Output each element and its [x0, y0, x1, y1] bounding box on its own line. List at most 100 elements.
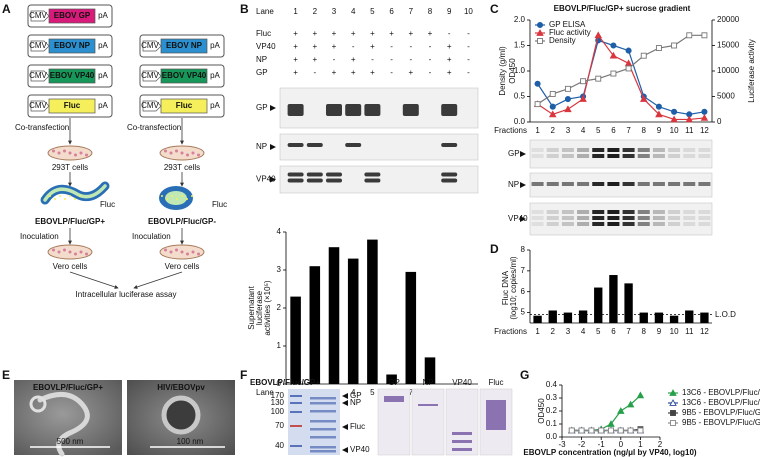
blot-band — [577, 148, 590, 152]
sign: + — [332, 68, 337, 77]
legend-label: Fluc activity — [549, 28, 591, 37]
blot-band — [546, 222, 559, 226]
blot-band — [577, 154, 590, 158]
cmv-promoter — [30, 100, 50, 112]
blot-band — [683, 154, 696, 158]
blot-band — [698, 222, 711, 226]
blot-band — [698, 148, 711, 152]
blot-band — [561, 216, 574, 220]
blot-band — [607, 210, 620, 214]
data-point — [617, 407, 625, 414]
blot — [529, 202, 713, 236]
data-point — [594, 31, 603, 39]
polya-label: pA — [98, 41, 108, 50]
blot-band — [561, 154, 574, 158]
bar — [405, 271, 417, 384]
fluc-dot — [171, 195, 173, 197]
promoter-label: CMV — [29, 41, 47, 50]
y-tick-label: 4 — [277, 227, 282, 236]
ladder-band — [290, 411, 302, 413]
lane-header: Lane — [256, 7, 274, 16]
data-point — [548, 110, 557, 118]
cell — [68, 250, 72, 254]
blot-band — [698, 154, 711, 158]
blot-band — [683, 182, 696, 186]
row-label: Fluc — [256, 29, 271, 38]
sign: - — [429, 68, 432, 77]
lod-label: L.O.D — [715, 310, 736, 319]
blot-band — [441, 172, 458, 177]
blot-label: VP40 — [256, 175, 276, 184]
data-point — [700, 113, 709, 121]
bar — [548, 310, 557, 323]
x-tick-label: 11 — [685, 126, 694, 135]
assay-label: Intracellular luciferase assay — [76, 290, 177, 299]
y-tick-label: 0.0 — [546, 432, 558, 441]
panel-label: A — [2, 2, 11, 16]
legend-marker — [669, 399, 677, 406]
blot-label: GP — [256, 103, 268, 112]
sign: + — [312, 42, 317, 51]
step-label: Inoculation — [20, 232, 59, 241]
blot-band — [577, 182, 590, 186]
marker-label: 40 — [275, 441, 284, 450]
legend-label: 13C6 - EBOVLP/Fluc/GP- — [682, 398, 760, 407]
promoter-label: CMV — [141, 101, 159, 110]
polya-label: pA — [210, 101, 220, 110]
data-point — [627, 427, 634, 434]
sign: - — [390, 68, 393, 77]
step-label: Co-transfection — [127, 123, 181, 132]
legend-marker — [670, 420, 676, 426]
fluc-dot — [69, 195, 71, 197]
insert — [48, 8, 96, 24]
blot-band — [652, 216, 665, 220]
data-point — [598, 427, 605, 434]
bar — [624, 283, 633, 323]
blot-band — [345, 143, 362, 147]
x-tick-label: 10 — [670, 126, 679, 135]
x-tick-label: 3 — [566, 126, 571, 135]
x-axis-title: Fractions — [494, 327, 527, 336]
fluc-dot — [176, 198, 178, 200]
y2-tick-label: 0 — [717, 117, 722, 126]
data-point — [655, 103, 662, 110]
blot-band — [607, 148, 620, 152]
strip-label: VP40 — [452, 378, 472, 387]
blot-band — [622, 154, 635, 158]
data-point — [686, 32, 693, 39]
blot-band — [622, 210, 635, 214]
data-point — [655, 45, 662, 51]
lane-number: 1 — [293, 7, 298, 16]
y-tick-label: 0.5 — [514, 92, 526, 101]
western-band — [452, 448, 472, 451]
cell-label: 293T cells — [164, 163, 200, 172]
fluc-dot — [49, 195, 51, 197]
data-point — [685, 115, 694, 123]
data-point — [578, 427, 585, 434]
blot-arrow — [520, 216, 526, 222]
lane-number: 10 — [464, 7, 473, 16]
y-tick-label: 2.0 — [514, 15, 526, 24]
blot-band — [441, 104, 458, 116]
bar — [700, 312, 709, 323]
blot-band — [364, 172, 381, 177]
blot-band — [546, 210, 559, 214]
y-axis-title: Supernatant — [247, 285, 256, 329]
blot-band — [306, 178, 323, 183]
reporter-label: Fluc — [100, 200, 115, 209]
insert — [160, 98, 208, 114]
y-tick-label: 2 — [277, 303, 282, 312]
sign: + — [293, 68, 298, 77]
bar — [609, 275, 618, 323]
strip-label: NP — [422, 378, 433, 387]
legend-label: 9B5 - EBOVLP/Fluc/GP- — [682, 418, 760, 427]
blot-band — [287, 143, 304, 147]
insert-label: EBOV GP — [54, 11, 91, 20]
lane-number: 7 — [409, 7, 414, 16]
fluc-dot — [181, 195, 183, 197]
gel-band — [310, 446, 336, 449]
cell — [164, 248, 167, 252]
x-tick-label: 2 — [551, 126, 556, 135]
cell — [169, 250, 173, 254]
cell — [180, 250, 184, 254]
